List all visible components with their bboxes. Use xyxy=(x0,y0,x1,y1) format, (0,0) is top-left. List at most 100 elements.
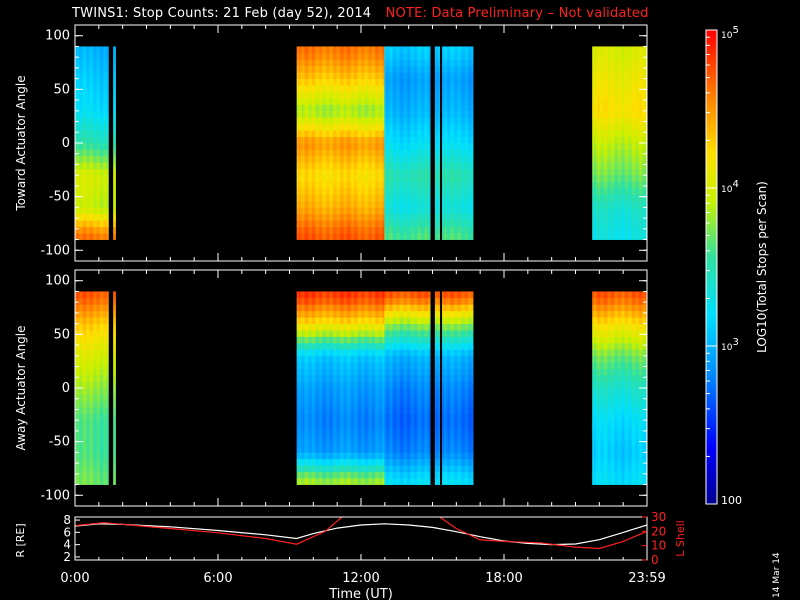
away-heatmap-cell xyxy=(93,368,96,376)
toward-heatmap-cell xyxy=(645,85,648,92)
toward-heatmap-cell xyxy=(325,72,328,80)
toward-heatmap-cell xyxy=(78,168,81,176)
toward-heatmap-cell xyxy=(414,52,418,60)
toward-heatmap-cell xyxy=(399,194,402,202)
toward-heatmap-cell xyxy=(618,91,621,99)
toward-heatmap-cell xyxy=(461,136,464,144)
toward-heatmap-cell xyxy=(313,78,317,86)
toward-heatmap-cell xyxy=(618,207,621,215)
away-heatmap-cell xyxy=(298,413,301,421)
away-heatmap-cell xyxy=(87,349,91,357)
toward-heatmap-cell xyxy=(340,188,343,195)
toward-heatmap-cell xyxy=(344,91,347,99)
toward-heatmap-cell xyxy=(298,181,301,189)
toward-heatmap-cell xyxy=(363,91,366,99)
toward-heatmap-cell xyxy=(597,59,601,67)
toward-heatmap-cell xyxy=(409,213,412,221)
toward-heatmap-cell xyxy=(622,123,625,131)
toward-heatmap-cell xyxy=(86,175,89,183)
toward-heatmap-cell xyxy=(390,117,393,125)
toward-heatmap-cell xyxy=(348,91,351,99)
toward-heatmap-cell xyxy=(428,207,431,215)
toward-heatmap-cell xyxy=(463,143,466,150)
toward-heatmap-cell xyxy=(412,117,416,125)
toward-heatmap-cell xyxy=(620,136,623,144)
toward-heatmap-cell xyxy=(386,143,389,150)
toward-heatmap-cell xyxy=(325,117,328,125)
toward-heatmap-cell xyxy=(455,85,458,92)
toward-heatmap-cell xyxy=(592,175,595,183)
away-heatmap-cell xyxy=(308,388,311,395)
away-heatmap-cell xyxy=(76,407,80,415)
toward-heatmap-cell xyxy=(397,181,401,189)
toward-heatmap-cell xyxy=(330,78,334,86)
away-heatmap-cell xyxy=(84,452,87,460)
toward-heatmap-cell xyxy=(78,188,81,195)
toward-heatmap-cell xyxy=(422,168,425,176)
toward-heatmap-cell xyxy=(469,233,472,240)
toward-heatmap-cell xyxy=(330,136,334,144)
toward-heatmap-cell xyxy=(401,233,404,240)
toward-heatmap-cell xyxy=(340,52,343,60)
toward-heatmap-cell xyxy=(612,59,616,67)
toward-heatmap-cell xyxy=(298,72,301,80)
toward-heatmap-cell xyxy=(445,117,449,125)
toward-heatmap-cell xyxy=(457,213,460,221)
toward-heatmap-cell xyxy=(436,78,439,86)
toward-heatmap-cell xyxy=(350,117,353,125)
toward-heatmap-cell xyxy=(298,46,301,54)
toward-heatmap-cell xyxy=(426,200,429,208)
toward-heatmap-cell xyxy=(465,52,468,60)
toward-heatmap-cell xyxy=(106,143,109,150)
toward-heatmap-cell xyxy=(436,168,439,176)
toward-heatmap-cell xyxy=(601,162,604,170)
toward-heatmap-cell xyxy=(84,226,87,234)
toward-heatmap-cell xyxy=(461,65,464,73)
toward-heatmap-cell xyxy=(633,149,637,157)
toward-heatmap-cell xyxy=(315,181,319,189)
toward-heatmap-cell xyxy=(99,78,102,86)
toward-heatmap-cell xyxy=(465,65,468,73)
toward-heatmap-cell xyxy=(426,168,429,176)
toward-heatmap-cell xyxy=(104,188,107,195)
toward-heatmap-cell xyxy=(308,123,311,131)
toward-heatmap-cell xyxy=(609,123,612,131)
toward-heatmap-cell xyxy=(611,188,614,195)
away-heatmap-cell xyxy=(304,471,307,479)
toward-heatmap-cell xyxy=(403,143,406,150)
toward-heatmap-cell xyxy=(327,72,330,80)
toward-heatmap-cell xyxy=(388,85,391,92)
toward-heatmap-cell xyxy=(601,213,604,221)
toward-heatmap-cell xyxy=(102,104,106,112)
toward-heatmap-cell xyxy=(616,155,620,163)
away-heatmap-cell xyxy=(100,323,104,331)
toward-heatmap-cell xyxy=(605,213,608,221)
toward-heatmap-cell xyxy=(428,220,431,228)
toward-heatmap-cell xyxy=(311,110,315,118)
toward-heatmap-cell xyxy=(463,130,466,137)
toward-heatmap-cell xyxy=(357,207,360,215)
toward-heatmap-cell xyxy=(399,143,402,150)
toward-heatmap-cell xyxy=(378,233,381,240)
toward-heatmap-cell xyxy=(465,78,468,86)
toward-heatmap-cell xyxy=(416,155,420,163)
toward-heatmap-cell xyxy=(336,162,339,170)
toward-heatmap-cell xyxy=(624,175,627,183)
toward-heatmap-cell xyxy=(442,123,445,131)
toward-heatmap-cell xyxy=(628,181,631,189)
toward-heatmap-cell xyxy=(624,104,627,112)
toward-heatmap-cell xyxy=(342,207,345,215)
toward-heatmap-cell xyxy=(469,97,472,105)
toward-heatmap-cell xyxy=(605,207,608,215)
away-heatmap-cell xyxy=(106,445,109,453)
toward-heatmap-cell xyxy=(639,117,642,125)
toward-heatmap-cell xyxy=(374,175,378,183)
toward-heatmap-cell xyxy=(378,130,381,137)
toward-heatmap-cell xyxy=(95,78,98,86)
toward-heatmap-cell xyxy=(317,233,320,240)
toward-heatmap-cell xyxy=(397,85,401,92)
toward-heatmap-cell xyxy=(445,207,449,215)
toward-heatmap-cell xyxy=(359,72,362,80)
toward-heatmap-cell xyxy=(459,97,462,105)
toward-heatmap-cell xyxy=(319,65,322,73)
